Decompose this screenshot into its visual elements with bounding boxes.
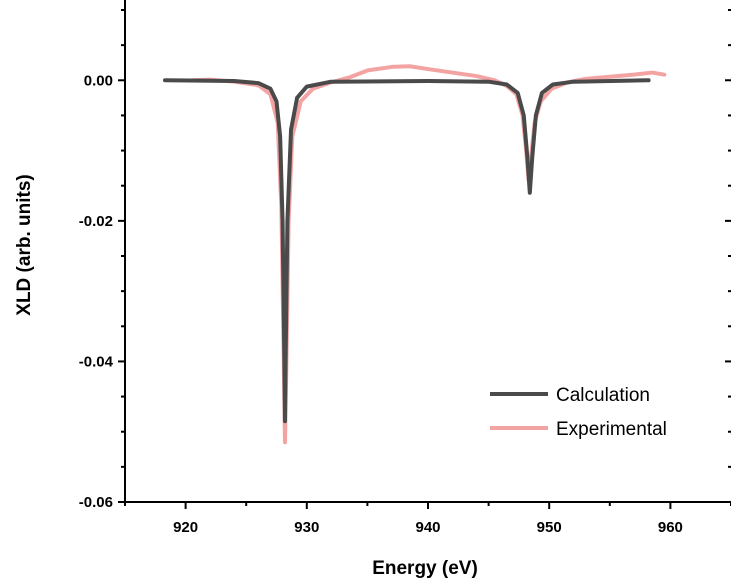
legend-label-experimental: Experimental — [556, 419, 667, 440]
y-tick-label: 0.00 — [84, 72, 113, 89]
legend-label-calculation: Calculation — [556, 385, 650, 406]
series-line-calculation — [163, 78, 651, 424]
x-tick-label: 920 — [173, 519, 198, 536]
y-axis-title: XLD (arb. units) — [14, 174, 35, 315]
x-axis-title: Energy (eV) — [372, 558, 478, 579]
ticks-layer: 920 930 940 950 960 0.00 -0.02 -0.04 -0.06 — [79, 9, 731, 536]
legend: Calculation Experimental — [490, 385, 667, 440]
y-tick-label: -0.06 — [79, 494, 113, 511]
x-tick-label: 950 — [537, 519, 562, 536]
y-tick-label: -0.02 — [79, 213, 113, 230]
series-layer — [163, 64, 667, 445]
x-tick-label: 940 — [415, 519, 440, 536]
y-tick-label: -0.04 — [79, 353, 114, 370]
x-tick-label: 930 — [294, 519, 319, 536]
x-tick-label: 960 — [658, 519, 683, 536]
